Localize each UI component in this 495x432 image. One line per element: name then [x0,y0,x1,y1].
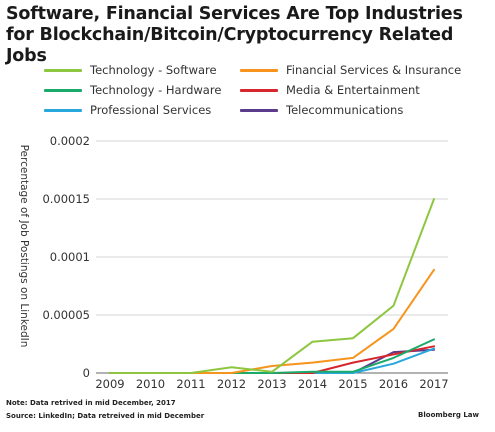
footnote-source: Source: LinkedIn; Data retreived in mid … [6,412,205,420]
legend-swatch [240,108,278,112]
y-tick-label: 0.0002 [50,134,90,148]
legend-item: Media & Entertainment [240,80,420,100]
y-tick-label: 0.0001 [50,250,90,264]
legend-item: Technology - Hardware [44,80,221,100]
brand-logo: Bloomberg Law [418,411,479,419]
legend-swatch [44,68,82,72]
legend-swatch [240,88,278,92]
x-tick-label: 2012 [217,377,246,391]
legend-label: Telecommunications [286,103,404,117]
legend-item: Professional Services [44,100,211,120]
legend-label: Technology - Software [90,63,217,77]
legend-label: Media & Entertainment [286,83,420,97]
x-tick-label: 2016 [379,377,408,391]
legend-item: Financial Services & Insurance [240,60,461,80]
x-tick-label: 2015 [338,377,367,391]
legend-swatch [44,88,82,92]
x-tick-label: 2009 [95,377,124,391]
y-tick-label: 0.00015 [42,192,90,206]
legend-swatch [240,68,278,72]
y-tick-label: 0.00005 [42,308,90,322]
x-tick-label: 2011 [176,377,205,391]
x-tick-label: 2010 [136,377,165,391]
legend-label: Financial Services & Insurance [286,63,462,77]
chart-title: Software, Financial Services Are Top Ind… [6,4,463,66]
chart-legend: Technology - Software Financial Services … [44,60,484,120]
x-tick-label: 2013 [257,377,286,391]
legend-label: Professional Services [90,103,212,117]
legend-item: Technology - Software [44,60,217,80]
x-tick-label: 2017 [419,377,448,391]
legend-swatch [44,108,82,112]
series-line-financial-services-insurance [109,268,435,374]
legend-label: Technology - Hardware [90,83,222,97]
footnote-note: Note: Data retrived in mid December, 201… [6,399,176,407]
series-line-technology-software [109,198,435,374]
x-tick-label: 2014 [298,377,327,391]
legend-item: Telecommunications [240,100,403,120]
y-tick-label: 0 [83,366,90,380]
